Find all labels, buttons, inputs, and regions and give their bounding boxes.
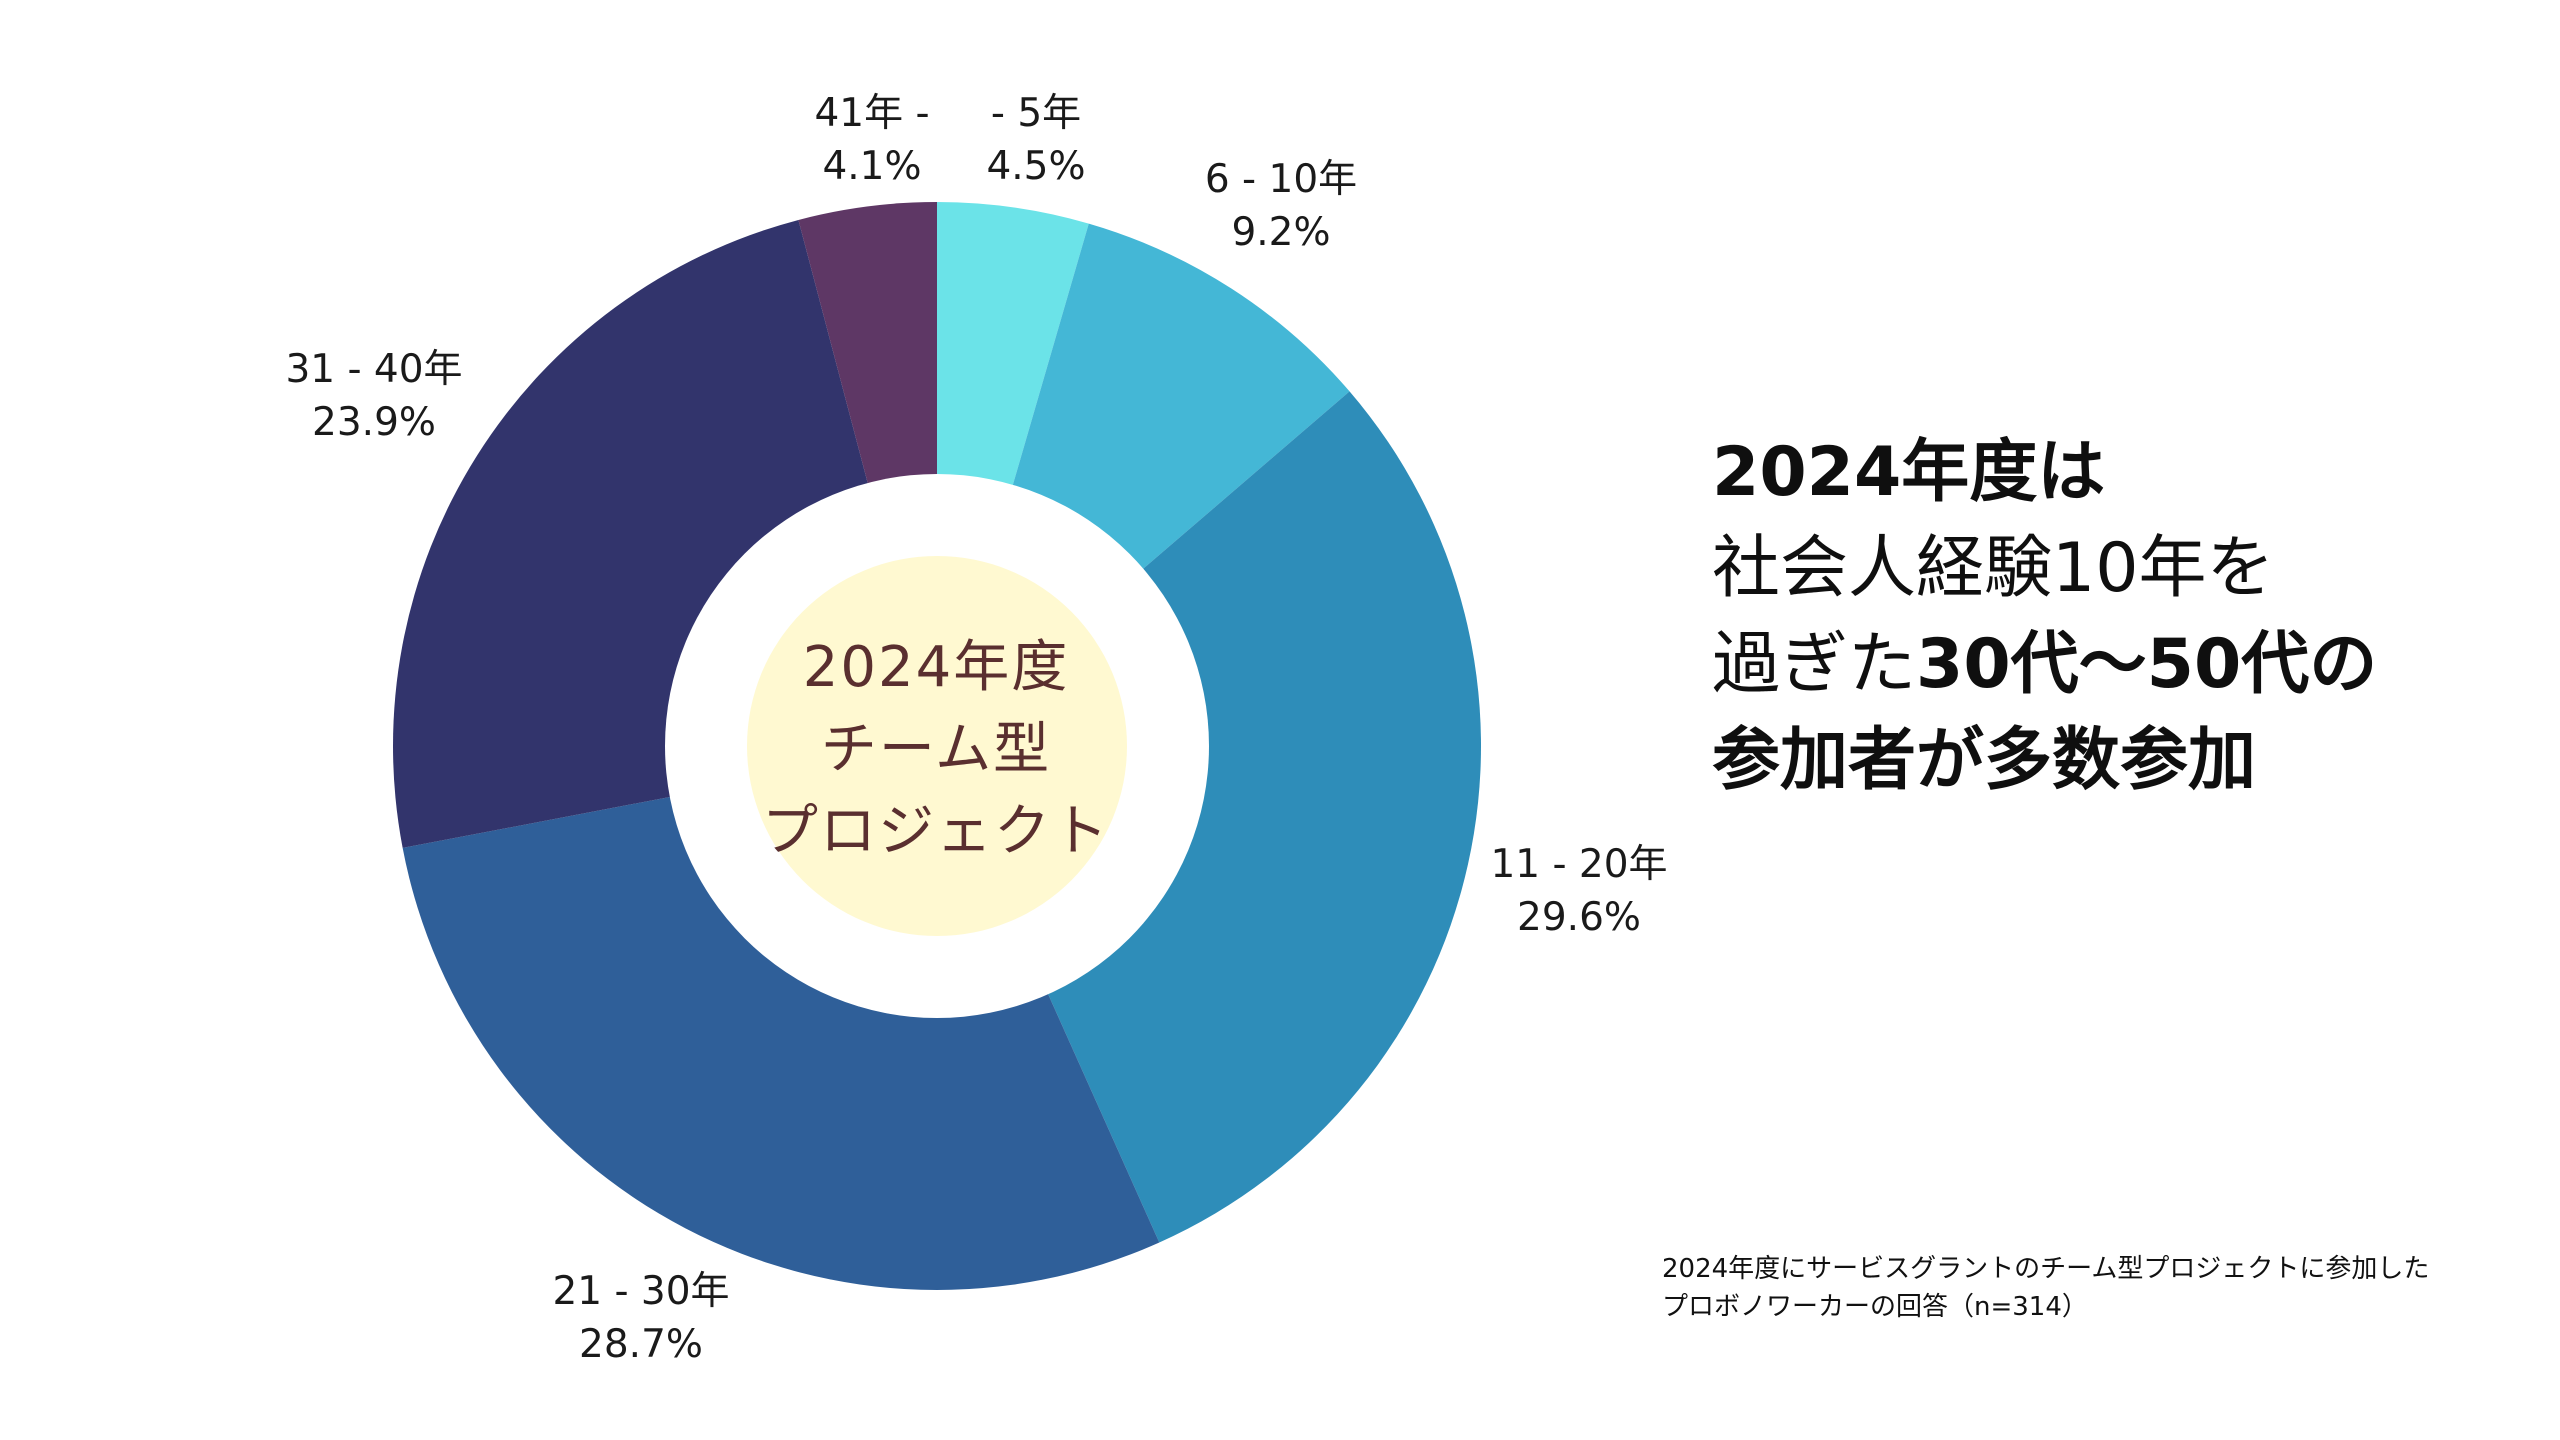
slice-category: 21 - 30年 — [552, 1269, 730, 1314]
slice-value: 4.5% — [986, 144, 1086, 189]
headline-line-3-bold: 30代〜50代の — [1916, 625, 2378, 704]
headline-text: 2024年度は 社会人経験10年を 過ぎた30代〜50代の 参加者が多数参加 — [1712, 425, 2472, 809]
slice-category: 11 - 20年 — [1490, 842, 1668, 887]
slice-label-under5: - 5年 4.5% — [921, 87, 1151, 193]
slice-category: 31 - 40年 — [285, 347, 463, 392]
donut-center-circle — [747, 556, 1127, 936]
footnote-line-1: 2024年度にサービスグラントのチーム型プロジェクトに参加した — [1662, 1254, 2430, 1284]
center-label-line-2: チーム型 — [820, 717, 1052, 782]
center-label-line-1: 2024年度 — [802, 635, 1070, 700]
donut-center-label: 2024年度 チーム型 プロジェクト — [746, 620, 1126, 880]
slice-category: 41年 - — [814, 91, 930, 136]
slice-value: 23.9% — [312, 400, 436, 445]
slice-label-6-10: 6 - 10年 9.2% — [1166, 153, 1396, 259]
headline-line-4: 参加者が多数参加 — [1712, 721, 2257, 800]
footnote: 2024年度にサービスグラントのチーム型プロジェクトに参加した プロボノワーカー… — [1662, 1250, 2512, 1326]
center-label-line-3: プロジェクト — [762, 799, 1110, 864]
headline-line-3-regular: 過ぎた — [1712, 625, 1917, 704]
footnote-line-2: プロボノワーカーの回答（n=314） — [1662, 1292, 2088, 1322]
slice-value: 28.7% — [579, 1322, 703, 1367]
headline-line-1: 2024年度は — [1712, 433, 2106, 512]
headline-line-2: 社会人経験10年を — [1712, 529, 2275, 608]
slice-category: - 5年 — [990, 91, 1082, 136]
slice-label-11-20: 11 - 20年 29.6% — [1464, 838, 1694, 944]
slice-label-41plus: 41年 - 4.1% — [757, 87, 987, 193]
slice-value: 9.2% — [1231, 210, 1331, 255]
headline-line-3: 過ぎた30代〜50代の — [1712, 617, 2472, 713]
slice-category: 6 - 10年 — [1204, 157, 1358, 202]
slice-value: 4.1% — [822, 144, 922, 189]
slice-label-21-30: 21 - 30年 28.7% — [526, 1265, 756, 1371]
slice-label-31-40: 31 - 40年 23.9% — [259, 343, 489, 449]
donut-slice-2 — [937, 391, 1481, 1243]
slice-value: 29.6% — [1517, 895, 1641, 940]
